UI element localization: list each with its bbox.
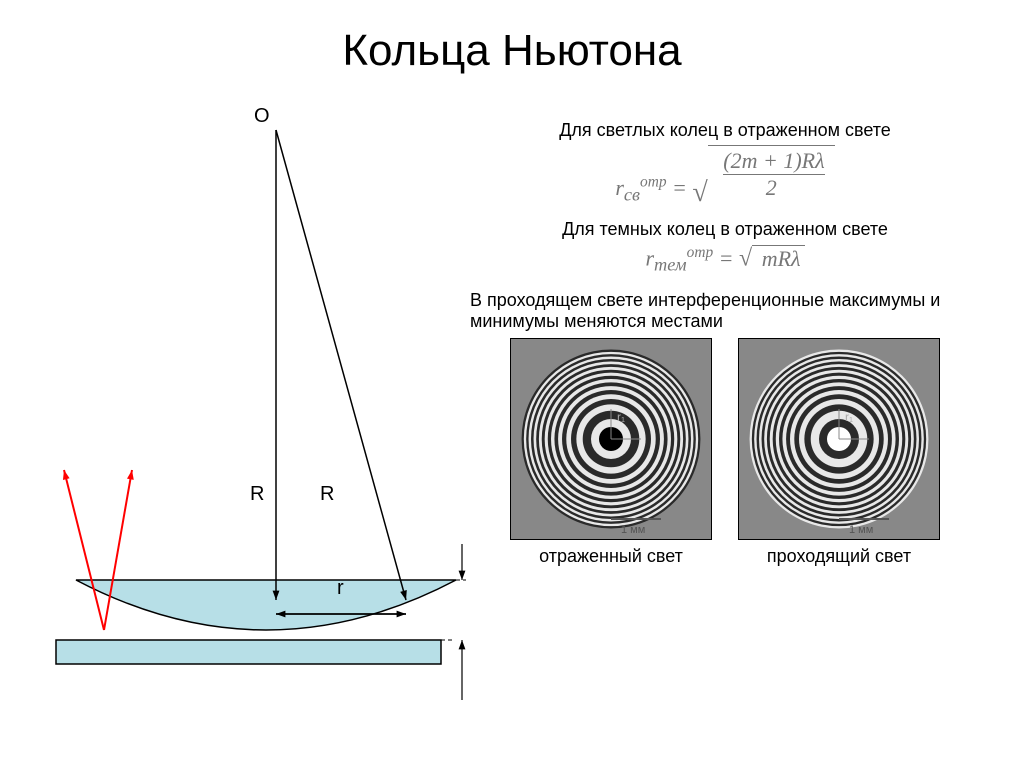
svg-text:O: O: [254, 105, 270, 127]
svg-text:r₁: r₁: [617, 410, 625, 424]
svg-text:r₁: r₁: [845, 410, 853, 424]
svg-text:R: R: [250, 483, 264, 505]
svg-text:1 мм: 1 мм: [621, 524, 645, 536]
caption-transmitted: проходящий свет: [767, 546, 911, 567]
reflected-pattern: r₁ 1 мм: [510, 338, 712, 540]
equation-light: rсвотр = √ (2m + 1)Rλ2: [470, 145, 980, 205]
equation-dark: rтемотр = √ mRλ: [470, 244, 980, 276]
page-title: Кольца Ньютона: [0, 26, 1024, 76]
text-dark-rings: Для темных колец в отраженном свете: [470, 219, 980, 240]
transmitted-pattern: r₁ 1 мм: [738, 338, 940, 540]
text-transmitted: В проходящем свете интерференционные мак…: [470, 290, 980, 332]
svg-text:R: R: [320, 483, 334, 505]
caption-reflected: отраженный свет: [539, 546, 683, 567]
text-light-rings: Для светлых колец в отраженном свете: [470, 120, 980, 141]
svg-text:1 мм: 1 мм: [849, 524, 873, 536]
optics-diagram: ORRrh: [36, 100, 466, 700]
svg-text:r: r: [337, 577, 344, 599]
